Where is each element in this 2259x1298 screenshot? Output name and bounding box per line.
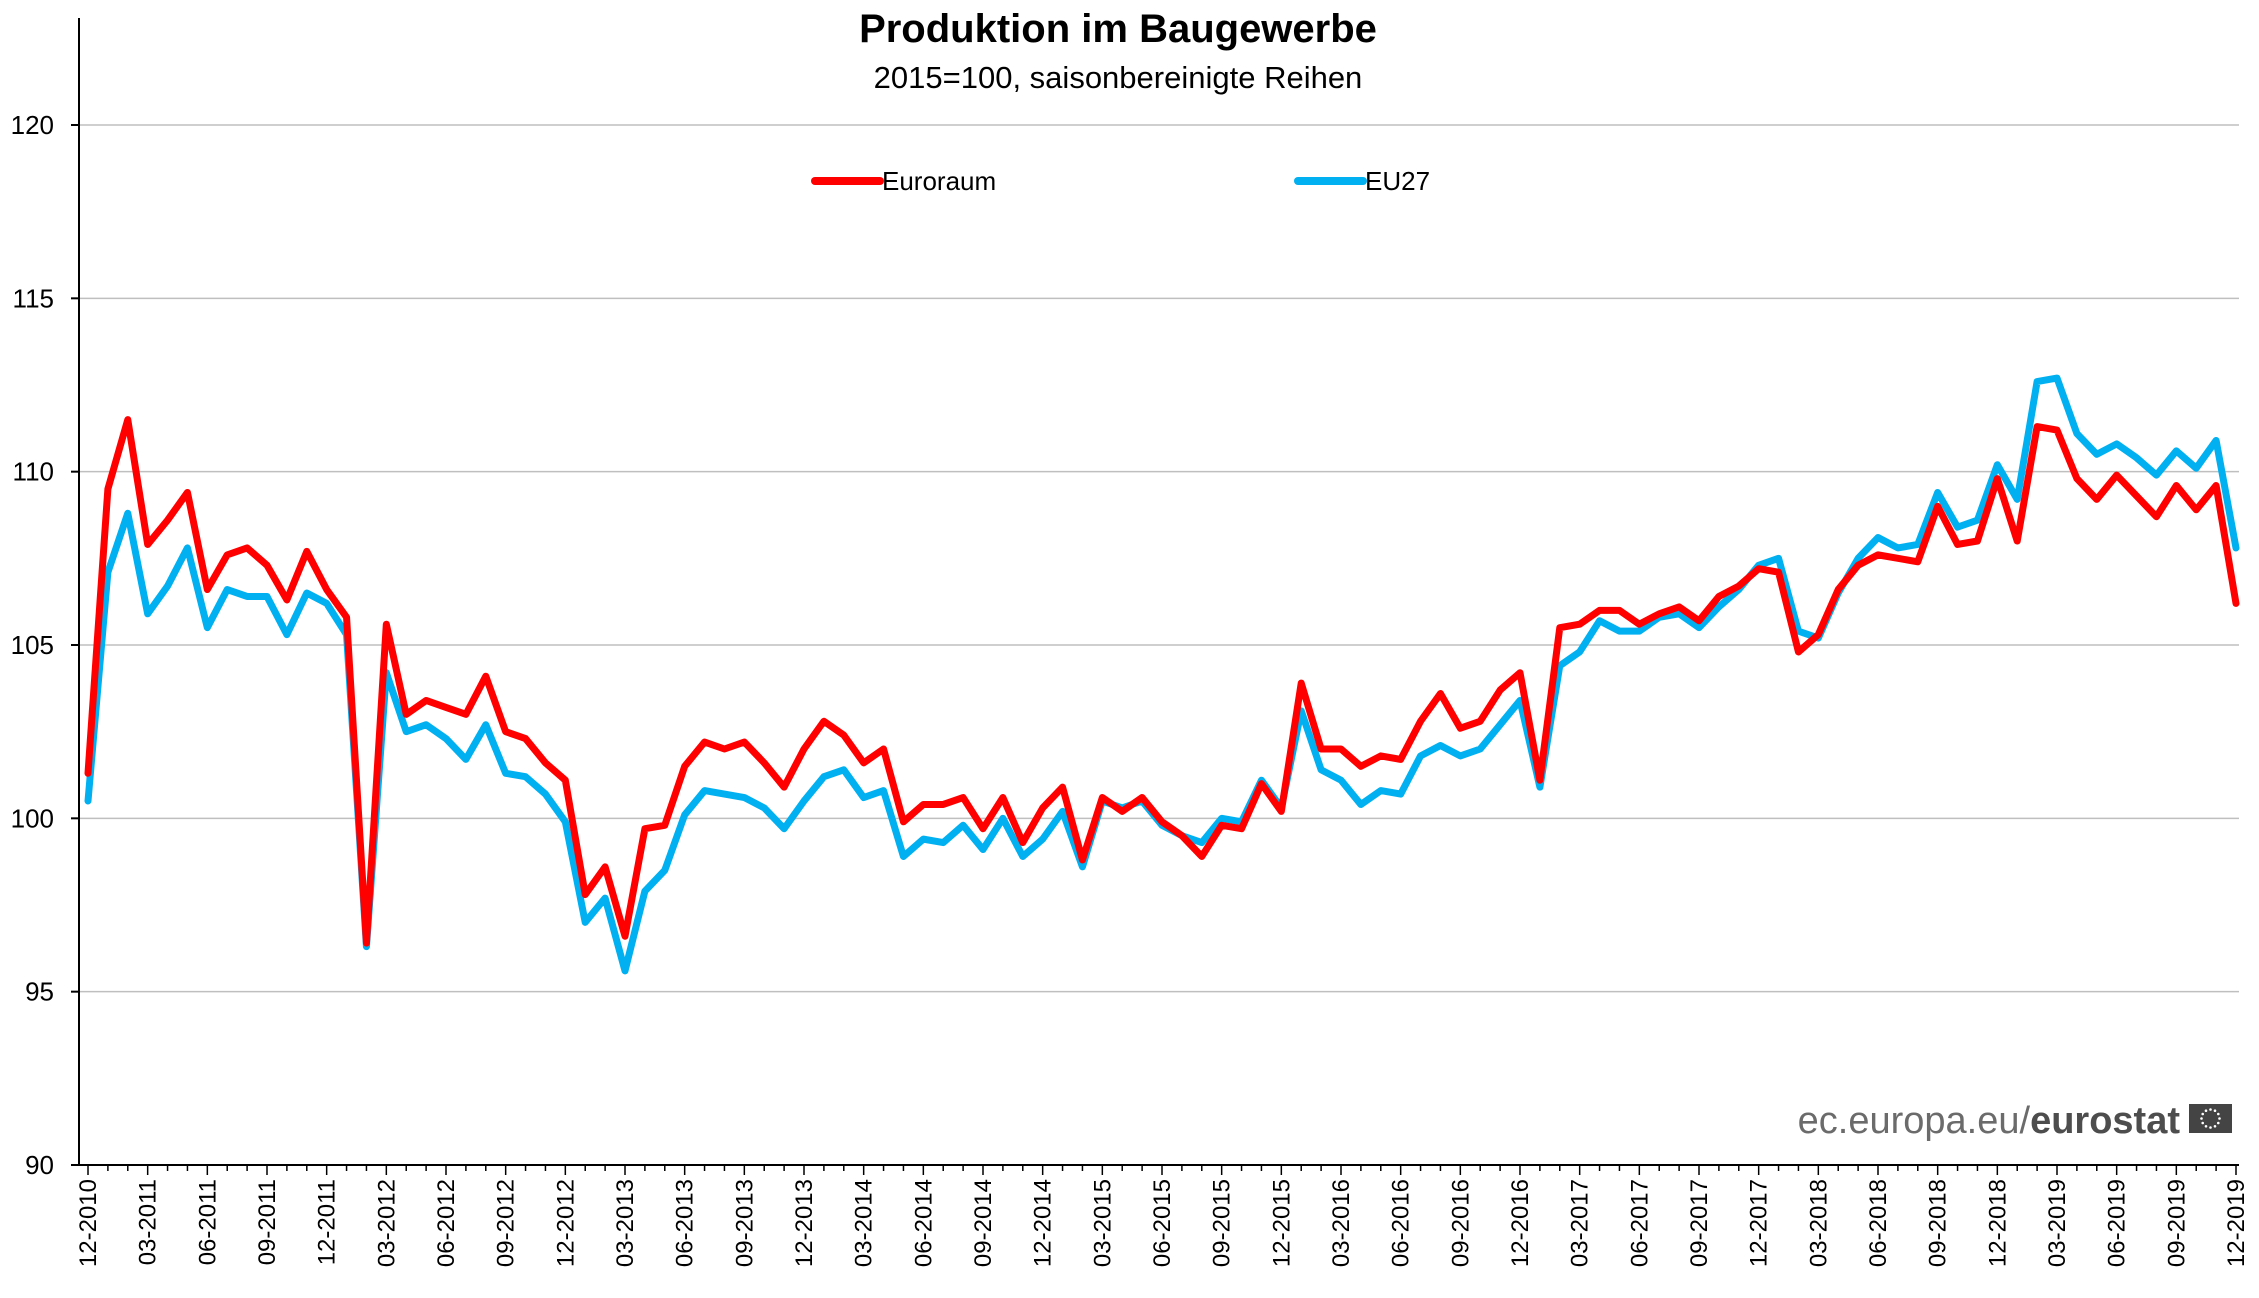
y-tick-label-120: 120 (11, 110, 54, 140)
x-tick-label-12-2019: 12-2019 (2223, 1179, 2250, 1267)
legend-label-eu27: EU27 (1365, 166, 1430, 196)
chart-title: Produktion im Baugewerbe (859, 7, 1377, 51)
x-tick-label-09-2014: 09-2014 (970, 1179, 997, 1267)
x-tick-label-12-2013: 12-2013 (791, 1179, 818, 1267)
source-brand: eurostat (2030, 1100, 2180, 1142)
x-tick-label-06-2011: 06-2011 (194, 1179, 221, 1265)
legend-label-euroraum: Euroraum (882, 166, 996, 196)
x-ticks (87, 1165, 2237, 1175)
x-tick-label-12-2018: 12-2018 (1984, 1179, 2011, 1267)
x-tick-label-06-2017: 06-2017 (1626, 1179, 1653, 1267)
x-tick-label-06-2012: 06-2012 (433, 1179, 460, 1267)
x-tick-label-06-2016: 06-2016 (1388, 1179, 1415, 1267)
x-tick-label-09-2012: 09-2012 (493, 1179, 520, 1267)
x-tick-label-03-2011: 03-2011 (135, 1179, 162, 1265)
y-tick-label-90: 90 (25, 1150, 54, 1180)
x-tick-label-03-2015: 03-2015 (1089, 1179, 1116, 1267)
x-tick-label-09-2013: 09-2013 (731, 1179, 758, 1267)
y-tick-label-105: 105 (11, 630, 54, 660)
y-tick-label-115: 115 (13, 283, 54, 313)
x-tick-label-12-2010: 12-2010 (75, 1179, 102, 1267)
y-tick-labels: 90 95 100 105 110 115 120 (11, 110, 54, 1180)
x-tick-label-09-2018: 09-2018 (1925, 1179, 1952, 1267)
source-credit: ec.europa.eu/eurostat (1798, 1100, 2232, 1142)
chart-subtitle: 2015=100, saisonbereinigte Reihen (874, 60, 1363, 95)
x-tick-label-06-2013: 06-2013 (672, 1179, 699, 1267)
y-tick-label-100: 100 (11, 803, 54, 833)
series-line-euroraum (84, 416, 2240, 947)
legend-entry-eu27: EU27 (1294, 166, 1430, 196)
x-tick-label-12-2015: 12-2015 (1268, 1179, 1295, 1267)
x-tick-label-09-2011: 09-2011 (254, 1179, 281, 1265)
x-tick-label-12-2011: 12-2011 (314, 1179, 341, 1265)
x-tick-label-03-2012: 03-2012 (373, 1179, 400, 1267)
source-text: ec.europa.eu/eurostat (1798, 1100, 2181, 1142)
source-domain: ec.europa.eu/ (1798, 1100, 2031, 1142)
x-tick-label-09-2015: 09-2015 (1209, 1179, 1236, 1267)
x-tick-label-09-2017: 09-2017 (1686, 1179, 1713, 1267)
eu-flag-icon (2189, 1104, 2232, 1133)
x-tick-label-06-2018: 06-2018 (1865, 1179, 1892, 1267)
x-tick-label-03-2013: 03-2013 (612, 1179, 639, 1267)
legend-entry-euroraum: Euroraum (811, 166, 996, 196)
x-tick-label-06-2019: 06-2019 (2104, 1179, 2131, 1267)
y-tick-label-110: 110 (13, 457, 54, 487)
x-tick-label-06-2014: 06-2014 (910, 1179, 937, 1267)
legend: Euroraum EU27 (811, 166, 1430, 196)
x-tick-label-06-2015: 06-2015 (1149, 1179, 1176, 1267)
x-tick-label-09-2019: 09-2019 (2163, 1179, 2190, 1267)
x-tick-label-03-2017: 03-2017 (1567, 1179, 1594, 1267)
series-lines (84, 374, 2240, 975)
x-tick-label-12-2014: 12-2014 (1030, 1179, 1057, 1267)
x-tick-label-03-2014: 03-2014 (851, 1179, 878, 1267)
x-tick-labels: 12-2010 03-2011 06-2011 09-2011 12-2011 03-20… (75, 1179, 2250, 1267)
x-tick-label-03-2019: 03-2019 (2044, 1179, 2071, 1267)
x-tick-label-12-2017: 12-2017 (1746, 1179, 1773, 1267)
y-tick-label-95: 95 (25, 977, 54, 1007)
x-tick-label-12-2012: 12-2012 (552, 1179, 579, 1267)
x-tick-label-12-2016: 12-2016 (1507, 1179, 1534, 1267)
x-tick-label-03-2016: 03-2016 (1328, 1179, 1355, 1267)
x-tick-label-03-2018: 03-2018 (1805, 1179, 1832, 1267)
grid-lines (71, 124, 2239, 1166)
x-tick-label-09-2016: 09-2016 (1447, 1179, 1474, 1267)
